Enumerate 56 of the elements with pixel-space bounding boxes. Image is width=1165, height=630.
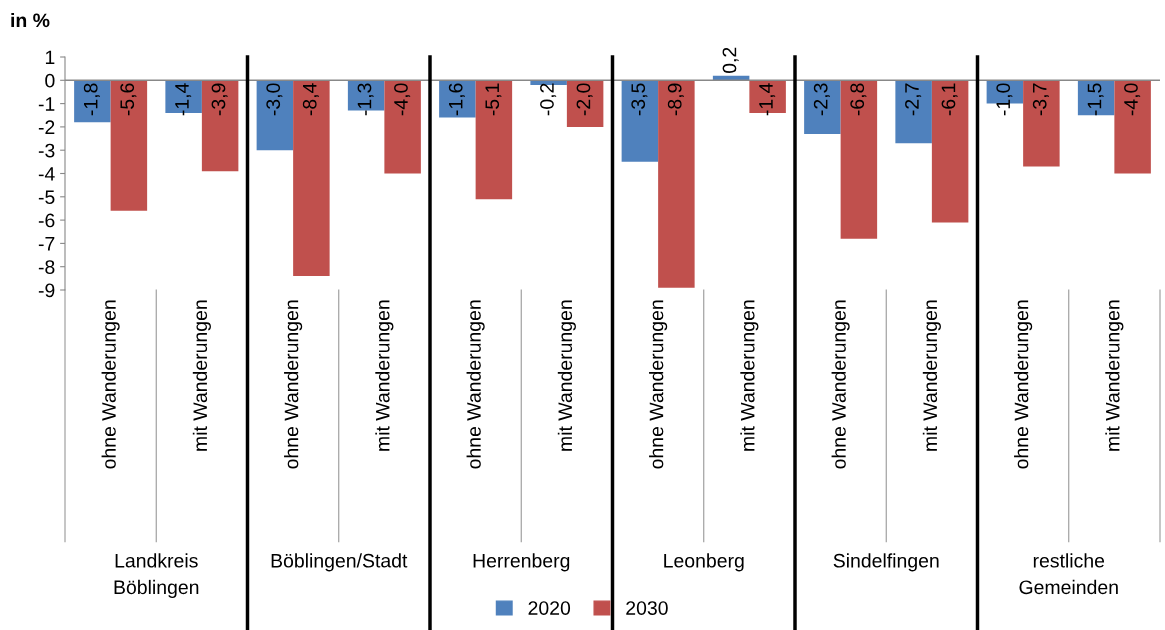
x-tick-label: ohne Wanderungen bbox=[101, 300, 120, 469]
y-tick-label: -3 bbox=[38, 143, 55, 158]
x-tick-label: mit Wanderungen bbox=[740, 300, 759, 451]
data-label: -5,6 bbox=[120, 83, 137, 116]
data-label: -1,0 bbox=[996, 83, 1013, 116]
data-label: -1,8 bbox=[83, 83, 100, 116]
data-label: -8,4 bbox=[302, 83, 319, 116]
data-label: -6,8 bbox=[850, 83, 867, 116]
text: Herrenberg bbox=[473, 553, 570, 572]
data-label: -3,0 bbox=[266, 83, 283, 116]
text: Landkreis Böblingen bbox=[114, 553, 199, 598]
data-label: -1,6 bbox=[448, 83, 465, 116]
data-label: -6,1 bbox=[941, 83, 958, 116]
text: Leonberg bbox=[664, 553, 744, 572]
data-label: -5,1 bbox=[485, 83, 502, 116]
data-label: 0,2 bbox=[722, 47, 739, 74]
text: Böblingen/Stadt bbox=[271, 553, 408, 572]
data-label: -3,7 bbox=[1032, 83, 1049, 116]
text: restliche Gemeinden bbox=[1019, 553, 1118, 595]
y-axis-title: in % bbox=[11, 12, 50, 28]
data-label: -8,9 bbox=[667, 83, 684, 116]
x-tick-label: mit Wanderungen bbox=[922, 300, 941, 451]
data-label: -4,0 bbox=[1124, 83, 1141, 116]
y-tick-label: -1 bbox=[38, 97, 55, 111]
x-tick-label: ohne Wanderungen bbox=[284, 300, 303, 469]
y-tick-label: -4 bbox=[38, 167, 55, 181]
data-label: -1,4 bbox=[175, 83, 192, 116]
y-tick-label: 0 bbox=[45, 73, 55, 88]
x-tick-label: mit Wanderungen bbox=[557, 300, 576, 451]
data-label: -1,3 bbox=[357, 83, 374, 116]
x-tick-label: ohne Wanderungen bbox=[466, 300, 485, 469]
y-tick-label: -7 bbox=[38, 237, 55, 251]
y-tick-label: -8 bbox=[38, 260, 55, 274]
x-tick-label: ohne Wanderungen bbox=[649, 300, 668, 469]
legend-label: 2020 bbox=[528, 601, 571, 615]
text: Sindelfingen bbox=[833, 553, 939, 572]
y-tick-label: -5 bbox=[38, 190, 55, 205]
x-tick-label: ohne Wanderungen bbox=[831, 300, 850, 469]
y-tick-label: -2 bbox=[38, 120, 55, 134]
x-tick-label: mit Wanderungen bbox=[375, 300, 394, 451]
y-tick-label: -6 bbox=[38, 213, 55, 228]
y-tick-label: -9 bbox=[38, 283, 55, 298]
data-label: -3,5 bbox=[631, 83, 648, 116]
data-label: -0,2 bbox=[540, 83, 557, 116]
legend-label: 2030 bbox=[626, 601, 668, 615]
data-label: -2,0 bbox=[576, 83, 593, 116]
data-label: -2,3 bbox=[813, 83, 830, 116]
x-tick-label: ohne Wanderungen bbox=[1014, 300, 1033, 469]
data-label: -1,5 bbox=[1087, 83, 1104, 116]
x-tick-label: mit Wanderungen bbox=[1105, 300, 1124, 451]
x-tick-label: mit Wanderungen bbox=[192, 300, 211, 451]
data-label: -4,0 bbox=[394, 83, 411, 116]
data-label: -3,9 bbox=[211, 83, 228, 116]
data-label: -2,7 bbox=[905, 83, 922, 116]
data-label: -1,4 bbox=[759, 83, 776, 116]
y-tick-label: 1 bbox=[45, 50, 55, 65]
